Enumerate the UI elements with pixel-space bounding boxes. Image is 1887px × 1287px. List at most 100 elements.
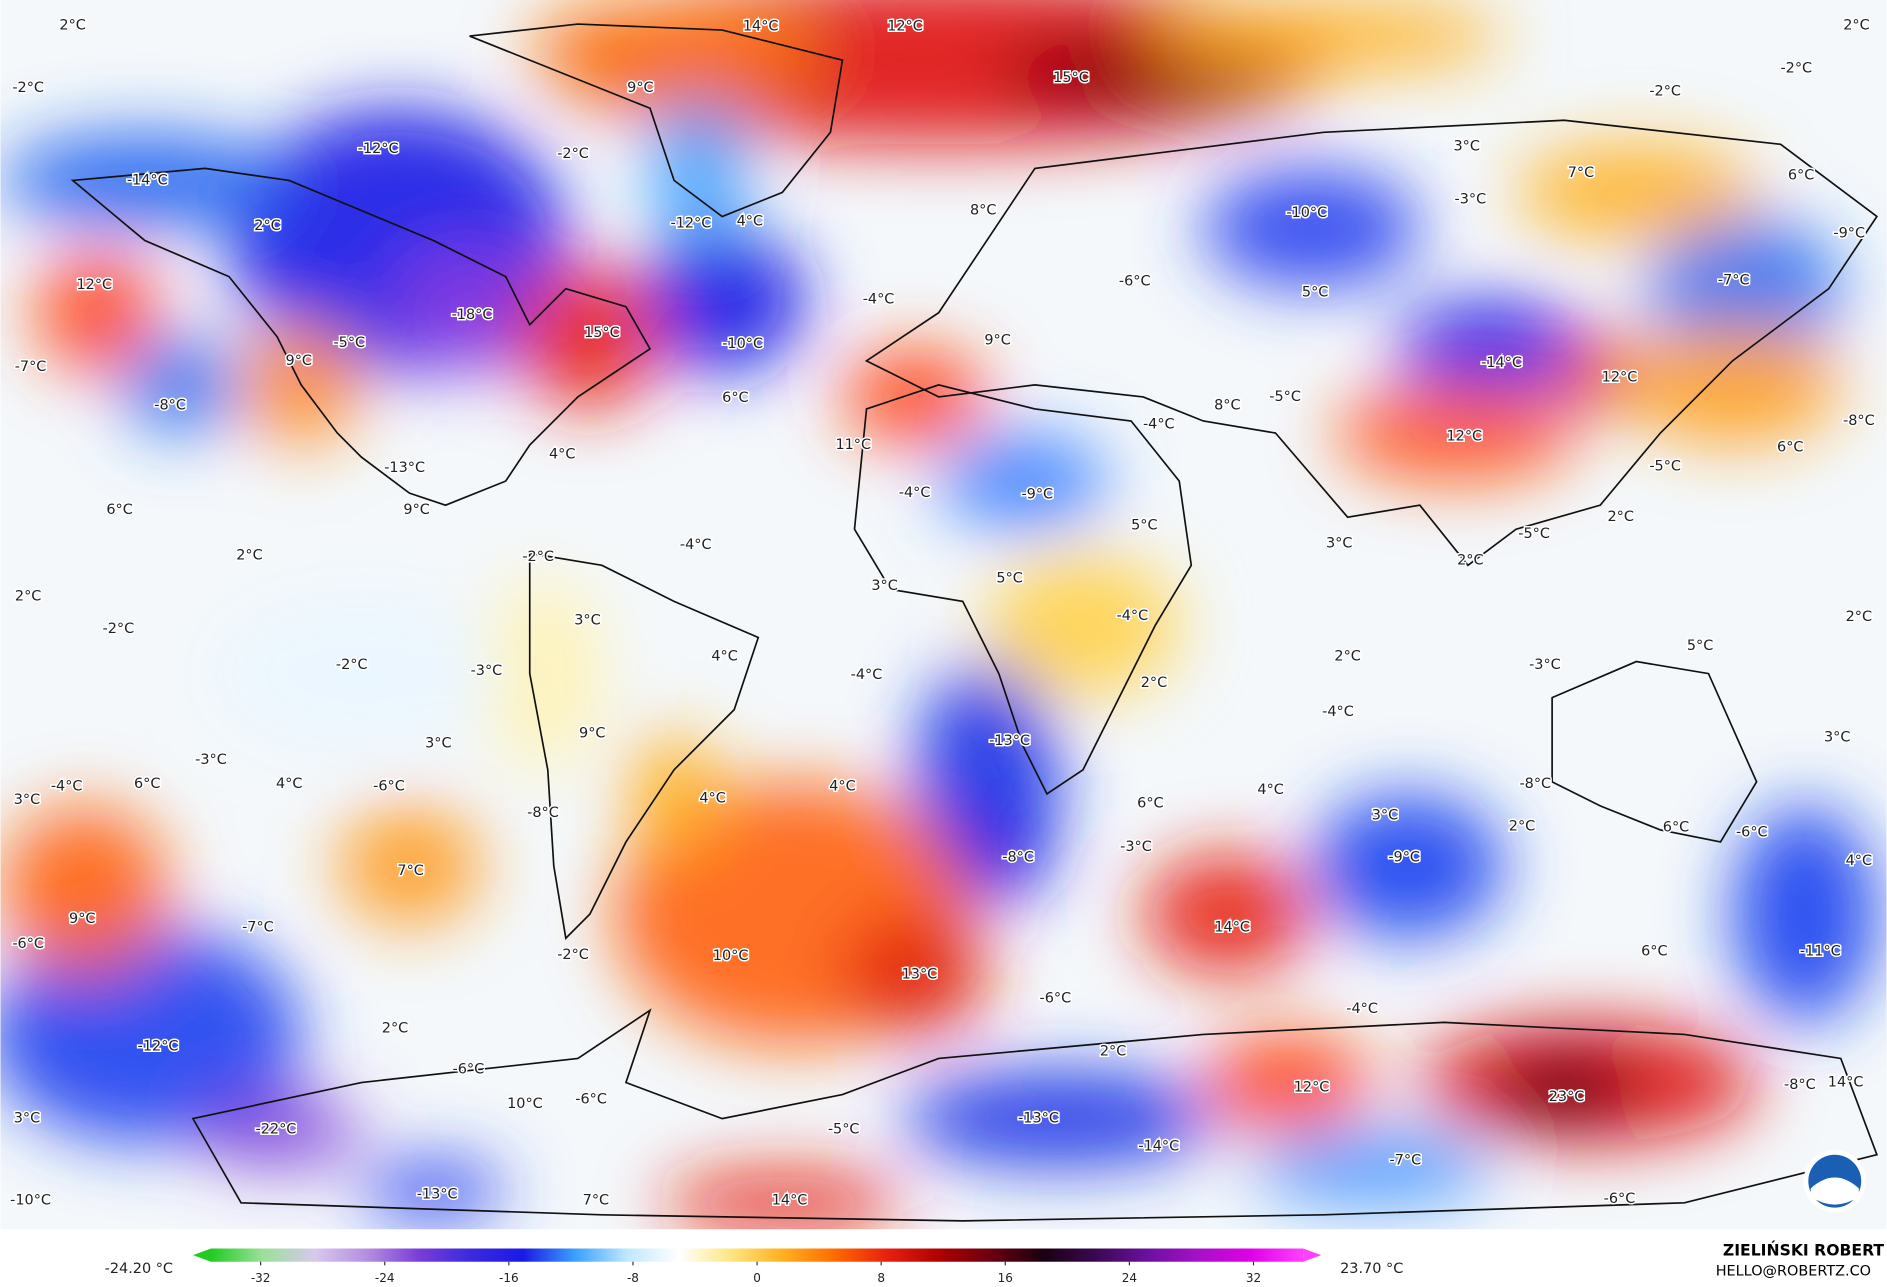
temperature-label: -8°C: [154, 397, 186, 413]
temperature-label: -12°C: [358, 141, 399, 157]
temperature-label: 9°C: [627, 80, 653, 96]
temperature-label: -8°C: [527, 805, 559, 821]
temperature-label: -13°C: [384, 460, 425, 476]
temperature-label: 2°C: [15, 589, 41, 605]
colorbar-tick-label: -32: [251, 1271, 271, 1285]
temperature-label: -2°C: [557, 146, 589, 162]
temperature-label: 6°C: [134, 776, 160, 792]
temperature-label: -18°C: [452, 307, 493, 323]
temperature-label: -4°C: [1322, 704, 1354, 720]
colorbar-tick-label: 0: [753, 1271, 761, 1285]
temperature-label: -6°C: [1040, 990, 1072, 1006]
temperature-label: -4°C: [680, 537, 712, 553]
colorbar-tick-label: -16: [499, 1271, 519, 1285]
temperature-label: 3°C: [425, 735, 451, 751]
colorbar-tick-label: 8: [877, 1271, 885, 1285]
temperature-label: -5°C: [333, 335, 365, 351]
noaa-logo: [1803, 1149, 1867, 1213]
temperature-label: 8°C: [970, 202, 996, 218]
temperature-label: -3°C: [195, 752, 227, 768]
temperature-label: -6°C: [373, 779, 405, 795]
temperature-label: -7°C: [1718, 272, 1750, 288]
colorbar: -32 -24 -16 -8 0 8 16 24 32: [192, 1248, 1322, 1285]
temperature-label: 2°C: [254, 218, 280, 234]
temperature-label: 9°C: [286, 353, 312, 369]
temperature-label: 2°C: [59, 17, 85, 33]
temperature-label: -5°C: [1518, 526, 1550, 542]
temperature-label: -10°C: [722, 336, 763, 352]
temperature-label: -2°C: [557, 947, 589, 963]
temperature-label: 4°C: [276, 776, 302, 792]
temperature-label: -2°C: [1649, 83, 1681, 99]
temperature-label: -2°C: [103, 621, 135, 637]
temperature-label: -4°C: [51, 779, 83, 795]
temperature-label: -2°C: [522, 549, 554, 565]
temperature-label: 4°C: [699, 791, 725, 807]
temperature-label: -9°C: [1388, 850, 1420, 866]
temperature-label: -4°C: [1143, 417, 1175, 433]
temperature-label: 5°C: [1302, 284, 1328, 300]
temperature-label: 11°C: [835, 437, 871, 453]
colorbar-tick-label: -24: [375, 1271, 395, 1285]
temperature-label: 7°C: [397, 863, 423, 879]
min-label: -24.20 °C: [105, 1261, 173, 1277]
temperature-label: 9°C: [69, 911, 95, 927]
temperature-label: -12°C: [138, 1038, 179, 1054]
temperature-label: 2°C: [1457, 553, 1483, 569]
temperature-label: 14°C: [1214, 919, 1250, 935]
temperature-label: -3°C: [1529, 657, 1561, 673]
temperature-label: 7°C: [583, 1192, 609, 1208]
temperature-label: 2°C: [236, 548, 262, 564]
temperature-label: -5°C: [828, 1121, 860, 1137]
temperature-label: 14°C: [772, 1192, 808, 1208]
temperature-label: 4°C: [829, 779, 855, 795]
temperature-label: -3°C: [471, 663, 503, 679]
temperature-label: 6°C: [1777, 439, 1803, 455]
temperature-label: 6°C: [722, 390, 748, 406]
temperature-label: 4°C: [711, 649, 737, 665]
temperature-label: 4°C: [1257, 782, 1283, 798]
temperature-label: 6°C: [1137, 795, 1163, 811]
colorbar-high-end: [1303, 1248, 1322, 1262]
temperature-label: 9°C: [984, 332, 1010, 348]
temperature-label: -4°C: [1346, 1001, 1378, 1017]
temperature-label: 10°C: [713, 948, 749, 964]
temperature-label: 9°C: [403, 502, 429, 518]
temperature-label: -7°C: [1390, 1153, 1422, 1169]
temperature-label: 3°C: [1453, 139, 1479, 155]
temperature-label: 3°C: [1824, 729, 1850, 745]
temperature-label: 8°C: [1214, 397, 1240, 413]
temperature-label: 12°C: [1446, 429, 1482, 445]
temperature-label: -5°C: [1269, 389, 1301, 405]
temperature-label: -5°C: [1649, 459, 1681, 475]
temperature-label: -9°C: [1021, 486, 1053, 502]
max-label: 23.70 °C: [1340, 1261, 1403, 1277]
coastlines: [70, 23, 1879, 1222]
temperature-label: 5°C: [996, 571, 1022, 587]
temperature-label: -22°C: [256, 1121, 297, 1137]
temperature-label: 13°C: [902, 966, 938, 982]
temperature-label: 2°C: [1334, 649, 1360, 665]
temperature-label: 2°C: [1846, 609, 1872, 625]
colorbar-tick-label: -8: [627, 1271, 639, 1285]
temperature-label: 7°C: [1568, 165, 1594, 181]
temperature-label: -4°C: [1117, 608, 1149, 624]
temperature-label: -6°C: [575, 1091, 607, 1107]
temperature-label: 5°C: [1131, 518, 1157, 534]
temperature-label: -3°C: [1454, 192, 1486, 208]
temperature-label: 23°C: [1549, 1089, 1585, 1105]
temperature-label: 15°C: [584, 325, 620, 341]
temperature-label: 4°C: [737, 213, 763, 229]
temperature-label: -11°C: [1800, 943, 1841, 959]
temperature-label: -9°C: [1833, 225, 1865, 241]
temperature-label: -10°C: [1286, 205, 1327, 221]
anomaly-field: [0, 0, 1877, 1230]
temperature-label: -10°C: [10, 1192, 51, 1208]
temperature-label: 12°C: [887, 18, 923, 34]
temperature-label: 4°C: [1846, 853, 1872, 869]
temperature-label: 14°C: [1828, 1075, 1864, 1091]
temperature-label: 12°C: [77, 277, 113, 293]
temperature-label: 12°C: [1602, 370, 1638, 386]
temperature-label: 2°C: [1509, 818, 1535, 834]
